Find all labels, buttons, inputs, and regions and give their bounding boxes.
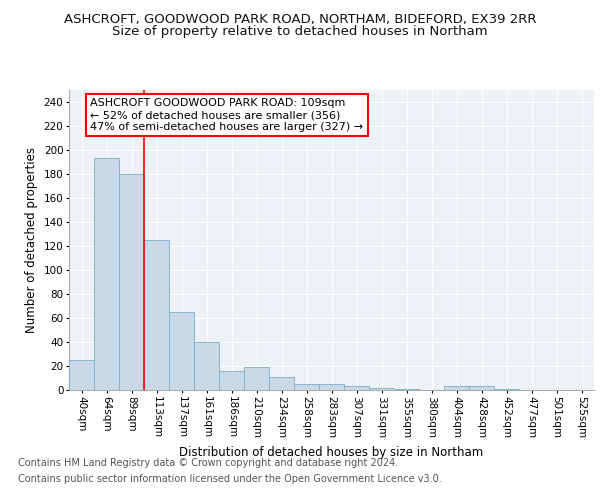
Bar (469, 386, 494, 390)
X-axis label: Distribution of detached houses by size in Northam: Distribution of detached houses by size … (179, 446, 484, 459)
Text: ASHCROFT, GOODWOOD PARK ROAD, NORTHAM, BIDEFORD, EX39 2RR: ASHCROFT, GOODWOOD PARK ROAD, NORTHAM, B… (64, 12, 536, 26)
Text: Size of property relative to detached houses in Northam: Size of property relative to detached ho… (112, 25, 488, 38)
Bar (269, 377, 294, 390)
Bar (369, 388, 394, 390)
Bar (319, 384, 344, 390)
Bar (494, 389, 519, 390)
Bar (69, 360, 94, 390)
Bar (344, 386, 369, 390)
Bar (194, 342, 219, 390)
Text: ASHCROFT GOODWOOD PARK ROAD: 109sqm
← 52% of detached houses are smaller (356)
4: ASHCROFT GOODWOOD PARK ROAD: 109sqm ← 52… (90, 98, 364, 132)
Bar (169, 312, 194, 390)
Bar (444, 386, 469, 390)
Bar (244, 367, 269, 390)
Y-axis label: Number of detached properties: Number of detached properties (25, 147, 38, 333)
Text: Contains public sector information licensed under the Open Government Licence v3: Contains public sector information licen… (18, 474, 442, 484)
Bar (119, 174, 144, 390)
Bar (219, 371, 244, 390)
Bar (394, 389, 419, 390)
Text: Contains HM Land Registry data © Crown copyright and database right 2024.: Contains HM Land Registry data © Crown c… (18, 458, 398, 468)
Bar (144, 240, 169, 390)
Bar (294, 384, 319, 390)
Bar (94, 158, 119, 390)
